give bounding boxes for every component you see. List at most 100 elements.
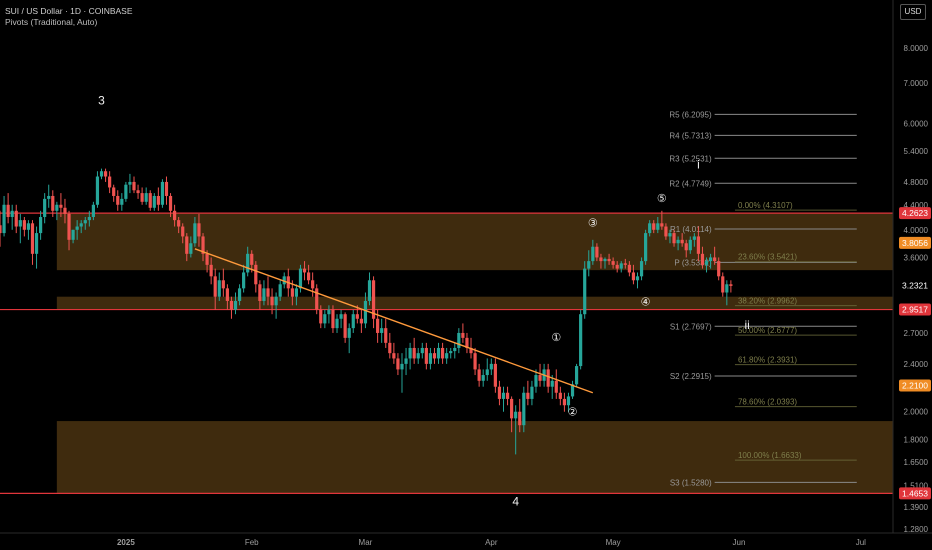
wave-label: i bbox=[697, 158, 700, 172]
indicator-title: Pivots (Traditional, Auto) bbox=[5, 17, 98, 27]
price-tick-label: 2.4000 bbox=[904, 360, 929, 369]
candle-body bbox=[420, 347, 424, 354]
pivot-label: S1 (2.7697) bbox=[670, 322, 712, 331]
candle-body bbox=[327, 309, 331, 315]
wave-label: ⑤ bbox=[657, 193, 667, 205]
candle-body bbox=[432, 353, 437, 359]
candle-body bbox=[388, 342, 392, 354]
candle-body bbox=[729, 284, 733, 286]
pivot-label: R3 (5.2531) bbox=[669, 154, 712, 163]
candle-body bbox=[189, 243, 193, 254]
candle-body bbox=[156, 195, 160, 205]
wave-label: ① bbox=[551, 332, 561, 344]
price-label-badge bbox=[899, 487, 931, 500]
candle-body bbox=[713, 257, 717, 262]
time-tick-label: Mar bbox=[359, 538, 373, 547]
candle-body bbox=[128, 181, 132, 185]
candle-body bbox=[14, 210, 18, 227]
candle-body bbox=[108, 176, 112, 188]
candle-body bbox=[570, 384, 575, 397]
candle-body bbox=[644, 233, 648, 262]
candle-body bbox=[229, 300, 234, 310]
candle-body bbox=[428, 353, 433, 364]
time-tick-label: May bbox=[606, 538, 621, 547]
candle-body bbox=[510, 398, 514, 419]
candle-body bbox=[489, 363, 493, 370]
candle-body bbox=[270, 296, 274, 306]
candle-body bbox=[526, 392, 530, 399]
price-tick-label: 1.6500 bbox=[904, 458, 929, 467]
price-label-badge bbox=[899, 279, 931, 292]
currency-button[interactable]: USD bbox=[900, 4, 926, 20]
pivot-label: S3 (1.5280) bbox=[670, 478, 712, 487]
candle-body bbox=[436, 347, 441, 359]
candle-body bbox=[501, 392, 506, 399]
candle-body bbox=[481, 375, 485, 381]
candle-body bbox=[258, 284, 262, 301]
candle-body bbox=[721, 276, 725, 293]
pivot-label: R1 (4.0114) bbox=[670, 225, 712, 234]
price-tick-label: 3.6000 bbox=[904, 253, 929, 262]
candle-body bbox=[469, 347, 473, 354]
candle-body bbox=[193, 223, 197, 244]
price-tick-label: 4.0000 bbox=[904, 226, 929, 235]
candle-body bbox=[392, 353, 396, 359]
candle-body bbox=[148, 193, 152, 208]
candle-body bbox=[574, 366, 579, 385]
pivot-label: P (3.5332) bbox=[674, 258, 712, 267]
candle-body bbox=[424, 347, 428, 364]
candle-body bbox=[603, 258, 607, 262]
candle-body bbox=[708, 257, 713, 262]
price-tick-label: 4.8000 bbox=[904, 178, 929, 187]
candle-body bbox=[343, 314, 347, 338]
candle-body bbox=[254, 264, 258, 285]
candle-body bbox=[262, 288, 266, 301]
fib-label: 61.80% (2.3931) bbox=[738, 356, 797, 365]
candle-body bbox=[505, 392, 510, 399]
wave-label: ④ bbox=[641, 296, 651, 308]
candle-body bbox=[132, 181, 136, 191]
wave-label: 3 bbox=[98, 93, 105, 107]
candle-body bbox=[717, 261, 721, 277]
symbol-title: SUI / US Dollar · 1D · COINBASE bbox=[5, 6, 133, 16]
candle-body bbox=[144, 193, 148, 202]
candle-body bbox=[335, 318, 339, 329]
candle-body bbox=[493, 363, 497, 387]
candle-body bbox=[404, 358, 408, 364]
candle-body bbox=[692, 236, 696, 240]
candle-body bbox=[562, 398, 567, 406]
wave-label: ② bbox=[568, 407, 578, 419]
price-label-text: 4.2623 bbox=[902, 208, 928, 218]
candle-body bbox=[473, 353, 477, 370]
candle-body bbox=[704, 261, 709, 265]
candle-body bbox=[339, 314, 343, 319]
candle-body bbox=[246, 253, 250, 273]
candle-body bbox=[355, 314, 359, 319]
candle-body bbox=[599, 257, 603, 262]
candle-body bbox=[302, 268, 307, 273]
candle-body bbox=[440, 347, 445, 359]
candle-body bbox=[168, 195, 173, 211]
candle-body bbox=[522, 392, 526, 426]
candle-body bbox=[30, 223, 35, 254]
candle-body bbox=[51, 195, 55, 211]
candle-body bbox=[233, 300, 238, 310]
candle-body bbox=[367, 280, 372, 301]
candle-body bbox=[607, 258, 611, 262]
candle-body bbox=[380, 328, 384, 333]
pivot-label: R5 (6.2095) bbox=[669, 110, 712, 119]
candle-body bbox=[47, 195, 51, 199]
candle-body bbox=[696, 236, 700, 254]
candle-body bbox=[319, 309, 323, 324]
fib-label: 23.60% (3.5421) bbox=[738, 253, 797, 262]
candle-body bbox=[2, 204, 6, 234]
candle-body bbox=[676, 239, 680, 244]
candle-body bbox=[700, 253, 705, 265]
candle-body bbox=[26, 223, 31, 230]
candle-body bbox=[59, 204, 63, 208]
candle-body bbox=[164, 181, 169, 196]
candle-body bbox=[725, 284, 729, 293]
price-tick-label: 1.2800 bbox=[904, 525, 929, 534]
price-tick-label: 1.5100 bbox=[904, 481, 929, 490]
